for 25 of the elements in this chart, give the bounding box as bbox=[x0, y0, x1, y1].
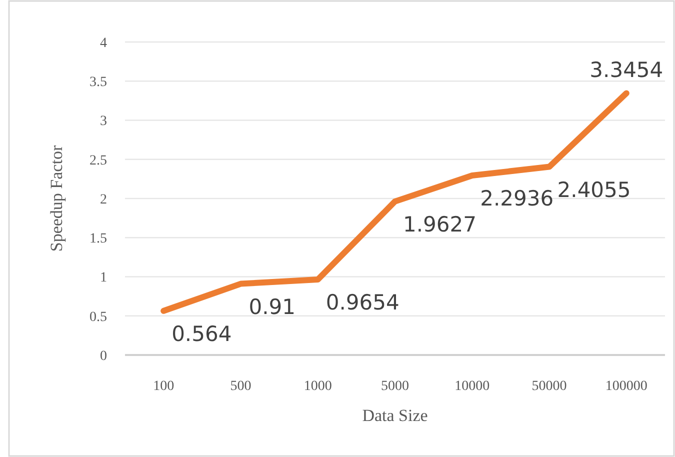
y-tick-label: 0.5 bbox=[90, 310, 107, 325]
x-tick-label: 50000 bbox=[532, 379, 567, 394]
y-tick-label: 1 bbox=[100, 270, 107, 286]
x-tick-label: 10000 bbox=[454, 379, 490, 394]
y-tick-label: 2.5 bbox=[90, 153, 107, 168]
y-axis-title: Speedup Factor bbox=[47, 145, 66, 252]
data-label: 3.3454 bbox=[590, 58, 664, 82]
y-tick-label: 1.5 bbox=[90, 232, 107, 247]
data-label: 2.4055 bbox=[557, 178, 631, 202]
y-tick-label: 0 bbox=[100, 348, 107, 364]
data-label: 2.2936 bbox=[480, 186, 554, 211]
x-tick-label: 5000 bbox=[381, 379, 409, 394]
x-tick-label: 100000 bbox=[605, 379, 648, 394]
y-tick-label: 3 bbox=[100, 114, 107, 130]
x-axis-title: Data Size bbox=[362, 406, 428, 425]
y-tick-label: 2 bbox=[100, 192, 107, 208]
data-label: 0.91 bbox=[248, 294, 296, 319]
data-label: 0.564 bbox=[172, 322, 232, 346]
x-tick-label: 100 bbox=[153, 379, 174, 394]
x-tick-label: 500 bbox=[230, 379, 252, 394]
data-label: 1.9627 bbox=[403, 212, 476, 236]
x-tick-label: 1000 bbox=[304, 379, 332, 394]
y-tick-label: 3.5 bbox=[90, 75, 107, 90]
data-label: 0.9654 bbox=[326, 290, 400, 314]
y-tick-label: 4 bbox=[100, 36, 107, 51]
